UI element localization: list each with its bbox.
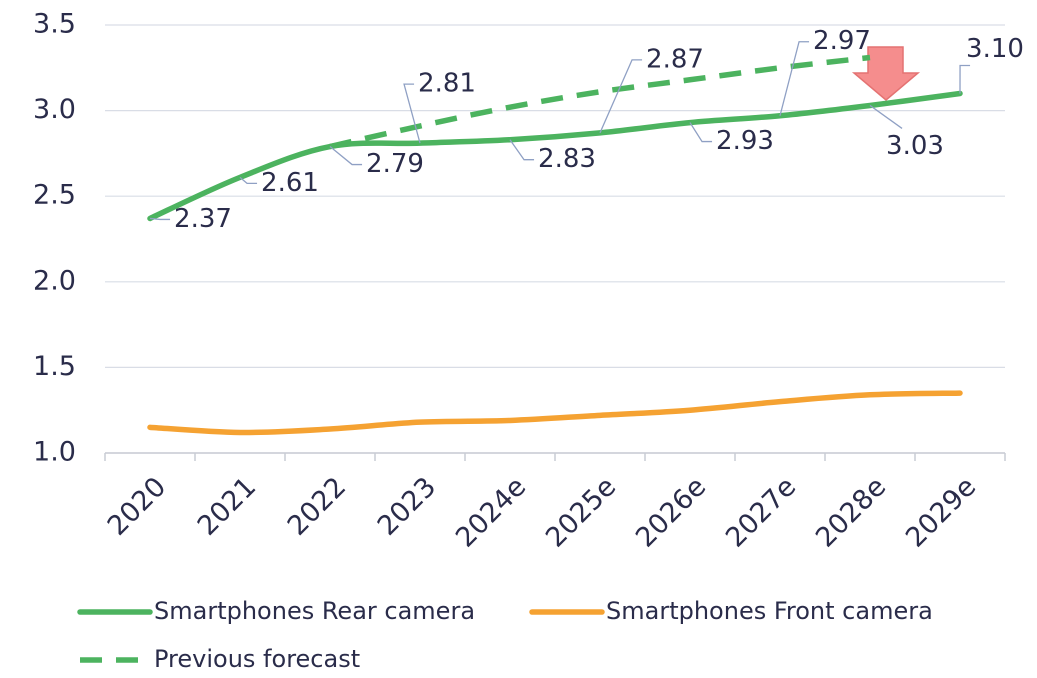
data-label: 2.93 [716,126,774,156]
x-tick-label: 2023 [372,471,443,542]
leader-line [403,83,421,144]
x-tick-label: 2028e [810,471,892,553]
x-tick-label: 2026e [630,471,712,553]
leader-line [239,176,258,185]
leader-line [509,139,535,161]
y-tick-label: 3.5 [33,9,76,40]
legend-label: Previous forecast [154,645,360,673]
data-label: 2.61 [261,168,319,198]
data-label: 2.81 [418,69,476,99]
data-label: 2.79 [366,149,424,179]
legend-label: Smartphones Front camera [606,597,933,625]
data-label: 2.97 [813,26,871,56]
y-tick-label: 1.0 [33,437,76,468]
y-tick-label: 1.5 [33,351,76,382]
y-tick-label: 3.0 [33,94,76,125]
leader-line [689,122,713,143]
leader-line [869,104,903,129]
x-tick-label: 2022 [282,471,353,542]
series-line [329,54,871,150]
x-tick-label: 2020 [102,471,173,542]
data-label: 2.87 [646,44,704,74]
legend-label: Smartphones Rear camera [154,597,475,625]
y-tick-label: 2.0 [33,265,76,296]
series-line [147,90,963,222]
data-label: 3.10 [966,34,1024,64]
leader-line [779,41,810,116]
series-line [147,390,963,436]
x-tick-label: 2029e [900,471,982,553]
data-label: 2.37 [174,204,232,234]
leader-line [149,217,171,221]
x-tick-label: 2024e [450,471,532,553]
data-label: 2.83 [538,144,596,174]
y-tick-label: 2.5 [33,180,76,211]
leader-line [599,59,643,134]
leader-line [959,64,971,94]
x-tick-label: 2025e [540,471,622,553]
data-label: 3.03 [886,131,944,161]
x-tick-label: 2021 [192,471,263,542]
leader-line [329,146,363,166]
x-tick-label: 2027e [720,471,802,553]
